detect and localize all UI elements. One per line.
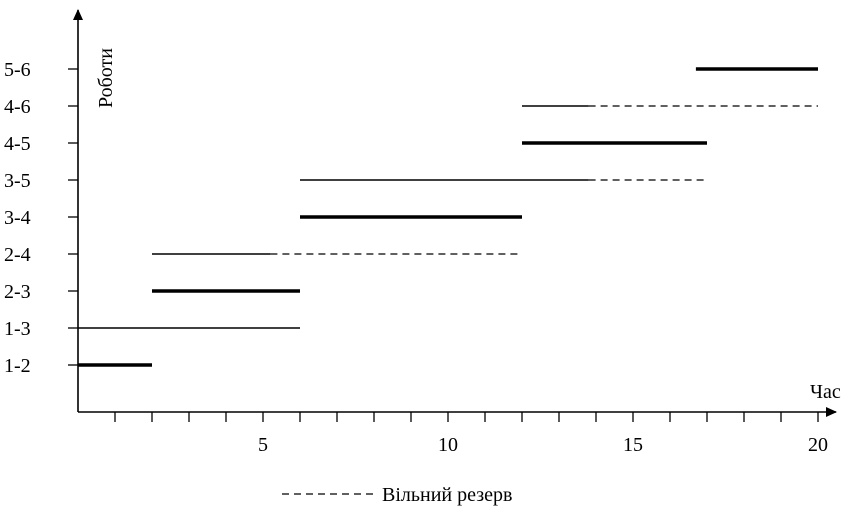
y-tick-label: 4-5 bbox=[4, 133, 31, 155]
y-tick-label: 1-3 bbox=[4, 318, 31, 340]
y-axis-title: Роботи bbox=[95, 48, 117, 108]
x-axis-title: Час bbox=[810, 381, 841, 403]
y-tick-label: 2-3 bbox=[4, 281, 31, 303]
y-tick-label: 1-2 bbox=[4, 355, 31, 377]
y-tick-label: 3-5 bbox=[4, 170, 31, 192]
legend-label: Вільний резерв bbox=[382, 484, 512, 506]
x-tick-label: 15 bbox=[623, 434, 643, 456]
y-tick-label: 3-4 bbox=[4, 207, 31, 229]
x-tick-label: 5 bbox=[258, 434, 268, 456]
y-tick-label: 4-6 bbox=[4, 96, 31, 118]
y-tick-label: 2-4 bbox=[4, 244, 31, 266]
y-tick-label: 5-6 bbox=[4, 59, 31, 81]
legend: Вільний резерв bbox=[282, 484, 512, 506]
x-tick-label: 20 bbox=[808, 434, 828, 456]
x-tick-label: 10 bbox=[438, 434, 458, 456]
